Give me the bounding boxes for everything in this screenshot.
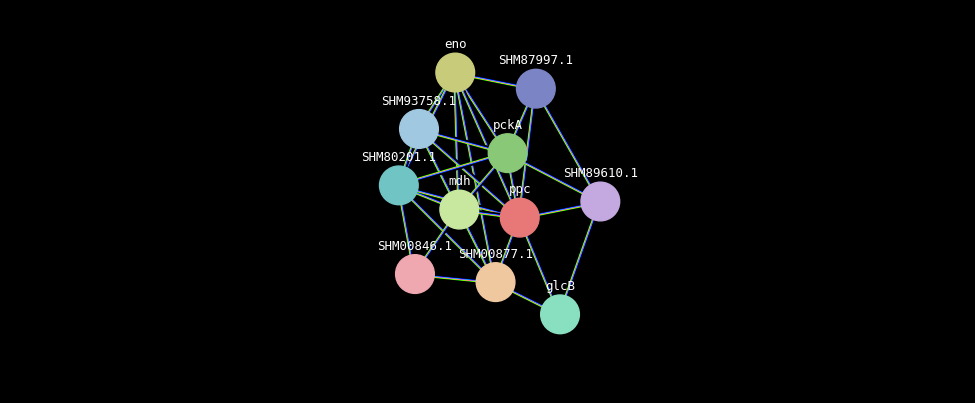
Text: SHM80201.1: SHM80201.1 (362, 151, 437, 164)
Text: SHM00846.1: SHM00846.1 (377, 240, 452, 253)
Circle shape (436, 53, 475, 92)
Circle shape (517, 69, 555, 108)
Circle shape (488, 134, 527, 172)
Circle shape (379, 166, 418, 205)
Circle shape (396, 255, 434, 293)
Text: SHM89610.1: SHM89610.1 (563, 167, 638, 180)
Text: eno: eno (444, 38, 466, 51)
Text: SHM87997.1: SHM87997.1 (498, 54, 573, 67)
Circle shape (581, 182, 620, 221)
Circle shape (500, 198, 539, 237)
Text: mdh: mdh (448, 175, 471, 188)
Text: glcB: glcB (545, 280, 575, 293)
Circle shape (541, 295, 579, 334)
Text: pckA: pckA (492, 119, 523, 132)
Circle shape (476, 263, 515, 301)
Circle shape (400, 110, 439, 148)
Text: SHM93758.1: SHM93758.1 (381, 95, 456, 108)
Circle shape (440, 190, 479, 229)
Text: ppc: ppc (509, 183, 531, 196)
Text: SHM00877.1: SHM00877.1 (458, 248, 533, 261)
